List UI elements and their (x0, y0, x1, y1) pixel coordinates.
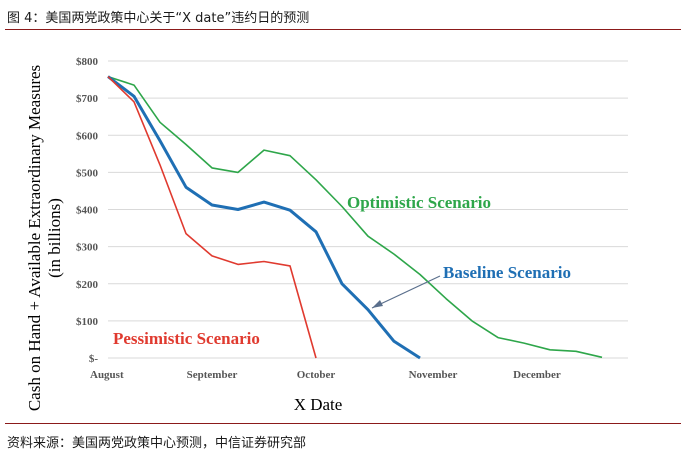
source-note: 资料来源：美国两党政策中心预测，中信证券研究部 (7, 436, 307, 451)
x-tick-label: December (513, 369, 561, 381)
optimistic-scenario-label: Optimistic Scenario (347, 193, 491, 212)
y-tick-label: $400 (76, 205, 99, 217)
line-chart: $- $100 $200 $300 $400 $500 $600 $700 $800 Augus… (25, 56, 628, 414)
baseline-pointer-arrow (371, 275, 441, 309)
bottom-rule (5, 423, 681, 424)
baseline-scenario-label: Baseline Scenario (443, 263, 571, 282)
figure-title: 图 4：美国两党政策中心关于“X date”违约日的预测 (7, 11, 310, 26)
y-tick-label: $- (89, 353, 99, 365)
baseline-pointer-arrowhead (372, 300, 383, 308)
x-axis-ticks: August September October November December (90, 369, 561, 381)
series-line-1 (107, 75, 421, 360)
y-axis-title-line-2: (in billions) (45, 198, 64, 278)
x-tick-label: August (90, 369, 124, 381)
x-axis-title: X Date (294, 395, 343, 414)
y-tick-label: $200 (76, 279, 99, 291)
series-lines (107, 75, 603, 360)
grid-lines (108, 60, 628, 359)
y-tick-label: $700 (76, 93, 99, 105)
y-axis-title: Cash on Hand + Available Extraordinary M… (25, 65, 64, 411)
y-axis-ticks: $- $100 $200 $300 $400 $500 $600 $700 $800 (76, 56, 99, 365)
y-tick-label: $100 (76, 316, 99, 328)
y-tick-label: $300 (76, 242, 99, 254)
y-tick-label: $800 (76, 56, 99, 68)
top-rule (5, 29, 681, 30)
x-tick-label: November (409, 369, 458, 381)
series-line-2 (107, 76, 317, 359)
y-tick-label: $600 (76, 130, 99, 142)
y-tick-label: $500 (76, 167, 99, 179)
series-line-0 (107, 75, 603, 359)
y-axis-title-line-1: Cash on Hand + Available Extraordinary M… (25, 65, 44, 411)
pessimistic-scenario-label: Pessimistic Scenario (113, 329, 260, 348)
x-tick-label: September (187, 369, 238, 381)
x-tick-label: October (297, 369, 336, 381)
